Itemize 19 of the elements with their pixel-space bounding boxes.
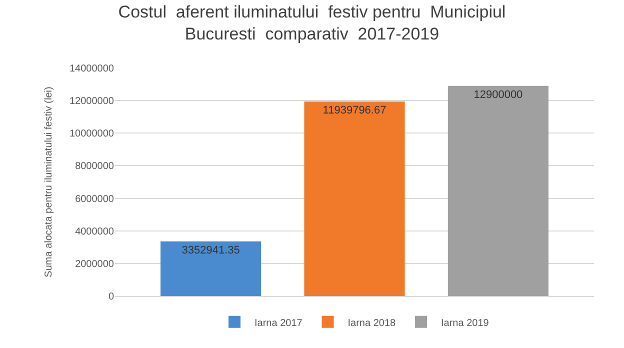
data-label: 11939796.67 — [322, 104, 386, 117]
y-tick-label: 4000000 — [75, 226, 114, 238]
legend-label: Iarna 2017 — [254, 318, 303, 329]
y-tick-label: 8000000 — [75, 161, 114, 172]
data-label: 3352941.35 — [182, 244, 240, 256]
y-tick-label: 12000000 — [70, 96, 114, 108]
legend-label: Iarna 2019 — [441, 318, 490, 329]
y-tick-label: 6000000 — [75, 194, 114, 205]
y-tick-label: 2000000 — [75, 258, 114, 270]
bar — [160, 241, 262, 296]
bar — [448, 86, 548, 296]
y-tick-label: 10000000 — [70, 128, 114, 140]
y-tick-label: 14000000 — [70, 64, 114, 74]
y-tick-label: 0 — [108, 292, 114, 302]
bar — [304, 102, 405, 296]
legend-label: Iarna 2018 — [348, 318, 396, 329]
y-axis-title: Suma alocata pentru iluminatului festiv (lei) — [44, 86, 54, 278]
data-label: 12900000 — [474, 88, 523, 101]
chart-title: Costul aferent iluminatului festiv pentru Municipiul Bucuresti comparativ 2017-2019 — [118, 2, 506, 44]
